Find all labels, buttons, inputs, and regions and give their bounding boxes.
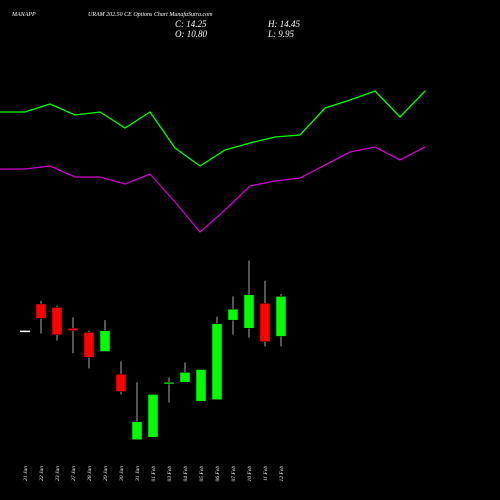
x-tick-label: 05 Feb xyxy=(199,466,205,482)
candle-body xyxy=(20,330,30,333)
x-tick-label: 04 Feb xyxy=(182,466,189,482)
candle-body xyxy=(179,372,191,383)
candle-body xyxy=(275,296,287,337)
candle-body xyxy=(147,394,159,438)
candle-body xyxy=(83,332,95,358)
close-stat: C: 14.25 xyxy=(175,19,207,29)
candle-body xyxy=(35,303,47,319)
x-tick-label: 10 Feb xyxy=(247,466,253,482)
candle-body xyxy=(115,373,127,392)
x-tick-label: 21 Jan xyxy=(23,466,29,481)
candle-body xyxy=(211,323,223,400)
low-stat: L: 9.95 xyxy=(267,29,295,39)
x-tick-label: 31 Jan xyxy=(135,466,141,482)
candle-body xyxy=(227,308,239,321)
candle-body xyxy=(195,369,207,402)
candle-body xyxy=(67,328,79,331)
candle-body xyxy=(51,307,63,335)
candle-body xyxy=(243,294,255,329)
x-tick-label: 12 Feb xyxy=(279,466,285,482)
x-tick-label: 30 Jan xyxy=(119,466,125,482)
symbol: MANAPP xyxy=(11,12,36,18)
candle-body xyxy=(259,303,271,342)
chart-title: URAM 202.50 CE Options Chart MunafaSutra… xyxy=(88,11,213,18)
candle-body xyxy=(163,382,175,385)
band-line xyxy=(0,146,426,233)
x-tick-label: 03 Feb xyxy=(167,466,173,482)
x-tick-label: 27 Jan xyxy=(71,466,77,481)
x-tick-label: 22 Jan xyxy=(39,466,45,481)
x-tick-label: 01 Feb xyxy=(151,466,157,482)
band-line xyxy=(0,90,426,167)
x-tick-label: 23 Jan xyxy=(55,466,61,481)
candle-body xyxy=(99,330,111,352)
x-tick-label: 06 Feb xyxy=(215,466,221,482)
open-stat: O: 10.80 xyxy=(175,29,207,39)
candle-body xyxy=(131,421,143,440)
high-stat: H: 14.45 xyxy=(267,19,300,29)
x-tick-label: 11 Feb xyxy=(263,466,269,481)
x-tick-label: 07 Feb xyxy=(231,466,237,482)
x-tick-label: 29 Jan xyxy=(103,466,109,481)
x-tick-label: 28 Jan xyxy=(87,466,93,481)
